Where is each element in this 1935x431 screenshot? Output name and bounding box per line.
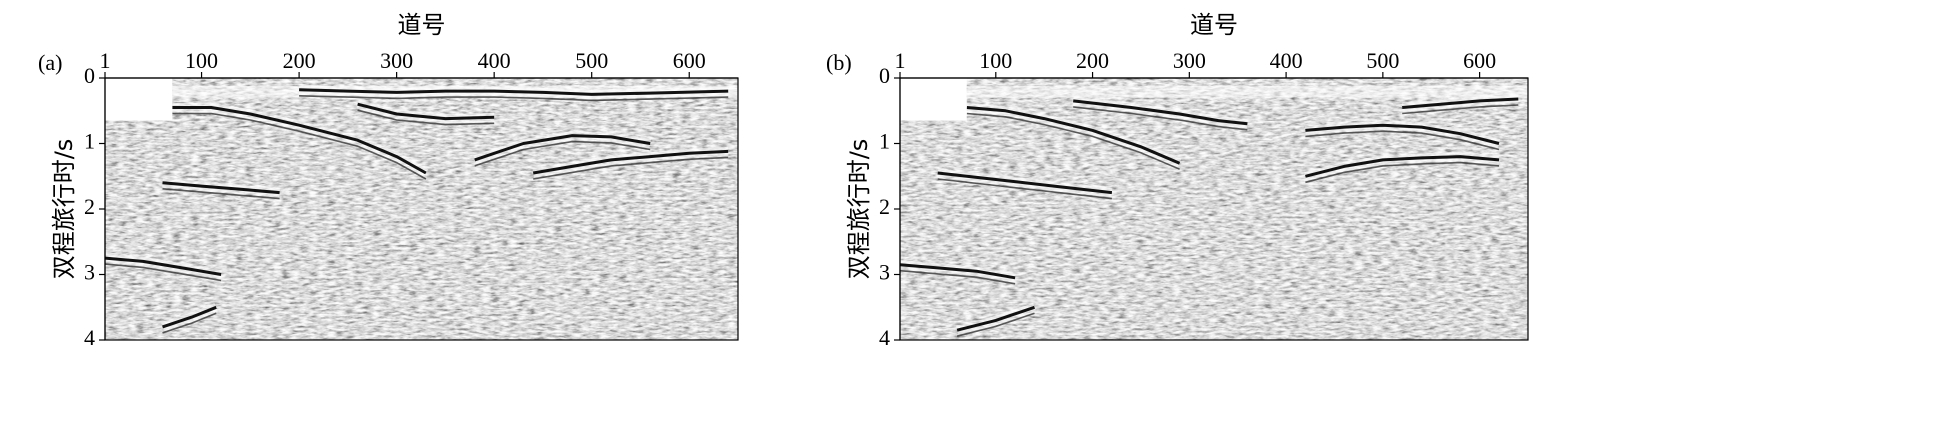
y-tick-label: 4: [879, 325, 890, 350]
reflector: [1073, 99, 1248, 126]
y-tick-label: 1: [879, 129, 890, 154]
reflector: [900, 269, 1016, 285]
reflector: [172, 106, 427, 175]
x-tick-label: 600: [1463, 48, 1496, 73]
x-tick-label: 600: [673, 48, 706, 73]
reflector: [1305, 155, 1500, 178]
y-tick-label: 2: [879, 194, 890, 219]
seismic-section: [104, 77, 739, 341]
reflector: [474, 140, 651, 167]
y-axis-title: 双程旅行时/s: [845, 139, 873, 280]
y-axis-title: 双程旅行时/s: [50, 139, 78, 280]
blank-region: [900, 78, 967, 121]
reflector: [1402, 97, 1519, 109]
x-tick-label: 500: [575, 48, 608, 73]
y-tick-label: 4: [84, 325, 95, 350]
x-tick-label: 200: [1076, 48, 1109, 73]
x-tick-label: 200: [283, 48, 316, 73]
reflector: [105, 263, 222, 282]
x-axis: 1 100 200 300 400 500 600: [895, 48, 1528, 79]
x-tick-label: 1: [895, 48, 906, 73]
reflector: [1305, 130, 1500, 151]
reflector: [474, 134, 651, 162]
reflector: [937, 178, 1112, 200]
reflector: [1402, 104, 1519, 115]
reflector: [162, 181, 280, 195]
reflector: [966, 112, 1180, 170]
reflector: [900, 263, 1016, 280]
reflector: [172, 112, 427, 180]
reflector: [1305, 123, 1500, 145]
seismic-section: [899, 77, 1529, 341]
x-tick-label: 100: [979, 48, 1012, 73]
y-axis: 0 1 2 3 4: [84, 63, 106, 350]
reflector: [162, 312, 217, 334]
y-tick-label: 2: [84, 194, 95, 219]
blank-region: [105, 78, 173, 121]
x-axis-title: 道号: [1190, 11, 1238, 39]
reflector: [533, 156, 729, 180]
x-tick-label: 500: [1366, 48, 1399, 73]
reflector: [162, 188, 280, 200]
panel-label: (a): [38, 50, 62, 75]
section-image: [105, 78, 738, 340]
reflector: [357, 102, 495, 121]
x-tick-label: 400: [478, 48, 511, 73]
y-tick-label: 3: [84, 260, 95, 285]
reflector: [937, 171, 1113, 195]
x-tick-label: 100: [185, 48, 218, 73]
y-tick-label: 1: [84, 129, 95, 154]
y-tick-label: 0: [879, 63, 890, 88]
reflector: [162, 305, 217, 329]
x-tick-label: 400: [1270, 48, 1303, 73]
y-tick-label: 3: [879, 260, 890, 285]
reflector: [532, 149, 729, 175]
y-axis: 0 1 2 3 4: [879, 63, 901, 350]
reflector: [105, 256, 222, 276]
reflector: [357, 109, 495, 126]
x-axis-title: 道号: [398, 11, 446, 39]
reflector: [299, 88, 729, 96]
x-tick-label: 300: [1173, 48, 1206, 73]
panel-label: (b): [826, 50, 852, 75]
y-tick-label: 0: [84, 63, 95, 88]
x-tick-label: 1: [100, 48, 111, 73]
reflector: [299, 95, 729, 102]
reflector: [956, 312, 1035, 337]
section-image: [900, 78, 1528, 340]
x-tick-label: 300: [380, 48, 413, 73]
reflector: [966, 106, 1181, 165]
x-axis: 1 100 200 300 400 500 600: [100, 48, 738, 79]
reflector: [1073, 106, 1248, 131]
reflector: [1305, 161, 1500, 184]
reflector: [956, 305, 1035, 332]
